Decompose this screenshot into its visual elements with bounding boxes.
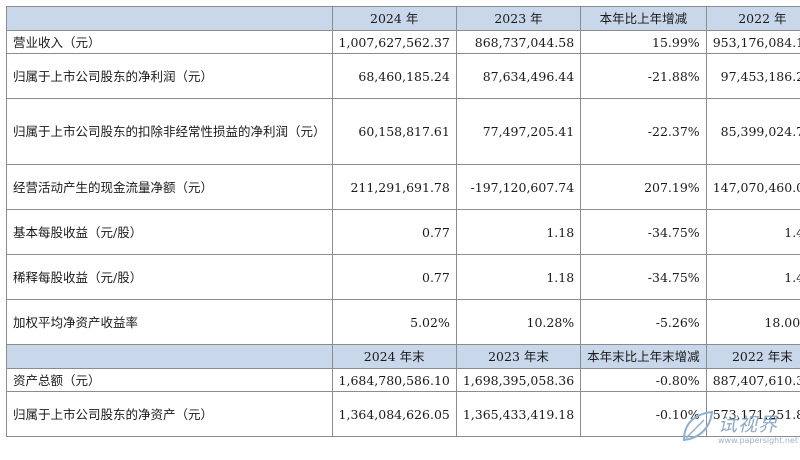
cell-value: -0.10% [580, 391, 707, 437]
row-label: 资产总额（元） [6, 368, 333, 392]
row-label: 加权平均净资产收益率 [6, 299, 333, 345]
table-row: 稀释每股收益（元/股） 0.77 1.18 -34.75% 1.45 [6, 254, 800, 300]
cell-value: 87,634,496.44 [455, 53, 582, 99]
row-label: 归属于上市公司股东的净资产（元） [6, 391, 333, 437]
cell-value: 97,453,186.27 [705, 53, 800, 99]
cell-value: -21.88% [580, 53, 707, 99]
header-2024: 2024 年 [331, 6, 457, 31]
cell-value: -34.75% [580, 254, 707, 300]
financial-summary-table: 2024 年 2023 年 本年比上年增减 2022 年 营业收入（元） 1,0… [6, 6, 800, 437]
cell-value: 15.99% [580, 30, 707, 54]
cell-value: 68,460,185.24 [331, 53, 457, 99]
cell-value: 1,698,395,058.36 [455, 368, 582, 392]
cell-value: 18.00% [705, 299, 800, 345]
cell-value: 207.19% [580, 164, 707, 210]
row-label: 归属于上市公司股东的扣除非经常性损益的净利润（元） [6, 98, 333, 165]
cell-value: 1.45 [705, 254, 800, 300]
table-row: 经营活动产生的现金流量净额（元） 211,291,691.78 -197,120… [6, 164, 800, 210]
cell-value: 147,070,460.09 [705, 164, 800, 210]
cell-value: -5.26% [580, 299, 707, 345]
watermark-url: www.papersight.net [718, 436, 799, 445]
cell-value: 887,407,610.35 [705, 368, 800, 392]
header-change-end: 本年末比上年末增减 [580, 344, 707, 369]
header-corner [6, 344, 333, 369]
header-2023-end: 2023 年末 [455, 344, 582, 369]
cell-value: 1,007,627,562.37 [331, 30, 457, 54]
cell-value: 1,364,084,626.05 [331, 391, 457, 437]
watermark-leaf-icon [682, 410, 714, 442]
header-2024-end: 2024 年末 [331, 344, 457, 369]
table-row: 基本每股收益（元/股） 0.77 1.18 -34.75% 1.45 [6, 209, 800, 255]
table-row: 资产总额（元） 1,684,780,586.10 1,698,395,058.3… [6, 368, 800, 392]
row-label: 归属于上市公司股东的净利润（元） [6, 53, 333, 99]
table-row: 加权平均净资产收益率 5.02% 10.28% -5.26% 18.00% [6, 299, 800, 345]
cell-value: 1.18 [455, 209, 582, 255]
header-2022-end: 2022 年末 [705, 344, 800, 369]
header-2022: 2022 年 [705, 6, 800, 31]
cell-value: 1,365,433,419.18 [455, 391, 582, 437]
row-label: 稀释每股收益（元/股） [6, 254, 333, 300]
watermark-logo: 试视界 www.papersight.net [678, 406, 799, 458]
cell-value: 1.45 [705, 209, 800, 255]
row-label: 经营活动产生的现金流量净额（元） [6, 164, 333, 210]
cell-value: 211,291,691.78 [331, 164, 457, 210]
cell-value: 953,176,084.17 [705, 30, 800, 54]
cell-value: 1.18 [455, 254, 582, 300]
header-row-years: 2024 年 2023 年 本年比上年增减 2022 年 [6, 6, 800, 31]
table-row: 归属于上市公司股东的净利润（元） 68,460,185.24 87,634,49… [6, 53, 800, 99]
cell-value: 0.77 [331, 209, 457, 255]
cell-value: 60,158,817.61 [331, 98, 457, 165]
cell-value: 573,171,251.83 [705, 391, 800, 437]
watermark-text: 试视界 [718, 414, 779, 436]
cell-value: 868,737,044.58 [455, 30, 582, 54]
header-change: 本年比上年增减 [580, 6, 707, 31]
header-2023: 2023 年 [455, 6, 582, 31]
table-row: 营业收入（元） 1,007,627,562.37 868,737,044.58 … [6, 30, 800, 54]
row-label: 基本每股收益（元/股） [6, 209, 333, 255]
cell-value: -0.80% [580, 368, 707, 392]
cell-value: 77,497,205.41 [455, 98, 582, 165]
header-row-year-end: 2024 年末 2023 年末 本年末比上年末增减 2022 年末 [6, 344, 800, 369]
cell-value: 85,399,024.70 [705, 98, 800, 165]
cell-value: -34.75% [580, 209, 707, 255]
table-row: 归属于上市公司股东的净资产（元） 1,364,084,626.05 1,365,… [6, 391, 800, 437]
cell-value: -197,120,607.74 [455, 164, 582, 210]
cell-value: -22.37% [580, 98, 707, 165]
cell-value: 10.28% [455, 299, 582, 345]
table-row: 归属于上市公司股东的扣除非经常性损益的净利润（元） 60,158,817.61 … [6, 98, 800, 165]
row-label: 营业收入（元） [6, 30, 333, 54]
header-corner [6, 6, 333, 31]
cell-value: 1,684,780,586.10 [331, 368, 457, 392]
cell-value: 5.02% [331, 299, 457, 345]
cell-value: 0.77 [331, 254, 457, 300]
